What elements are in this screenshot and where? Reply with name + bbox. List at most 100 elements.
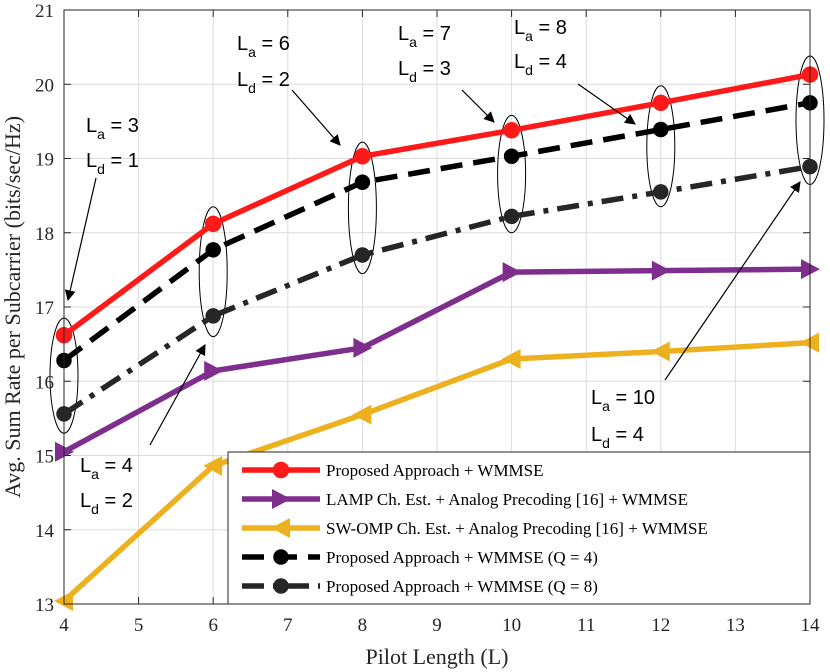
series-1-point — [204, 360, 224, 381]
x-tick-label: 9 — [432, 615, 442, 636]
annotation-5: La = 10 Ld = 4 — [591, 181, 801, 451]
y-tick-label: 13 — [35, 595, 54, 616]
series-line-0 — [62, 71, 811, 338]
y-tick-label: 17 — [35, 298, 54, 319]
annotation-label: Ld = 4 — [591, 424, 644, 451]
series-4-point — [653, 184, 669, 200]
annotation-arrow — [461, 89, 495, 123]
y-tick-label: 18 — [35, 224, 54, 245]
series-3-point — [503, 148, 520, 165]
annotation-label: La = 6 — [237, 33, 290, 60]
series-4-point — [503, 208, 520, 225]
series-2-point — [501, 348, 521, 369]
series-3-point — [205, 242, 221, 258]
annotation-symbol: L — [80, 455, 91, 477]
legend-label-3: Proposed Approach + WMMSE (Q = 4) — [326, 548, 598, 567]
annotation-label: Ld = 2 — [80, 490, 133, 517]
annotation-value: = 7 — [417, 23, 451, 45]
legend-marker-2 — [271, 518, 290, 538]
annotation-subscript: d — [409, 69, 417, 85]
legend-marker-0 — [272, 461, 290, 479]
x-tick-label: 11 — [577, 615, 595, 636]
x-tick-label: 7 — [283, 615, 293, 636]
annotations: La = 3Ld = 1La = 4Ld = 2La = 6Ld = 2La =… — [64, 17, 801, 517]
annotation-arrow — [64, 177, 97, 302]
series-2-point — [352, 404, 372, 425]
series-lines — [62, 71, 811, 604]
series-4-point — [205, 308, 221, 324]
annotation-subscript: d — [248, 80, 256, 96]
legend-label-2: SW-OMP Ch. Est. + Analog Precoding [16] … — [326, 519, 708, 538]
annotation-value: = 4 — [533, 51, 567, 73]
annotation-symbol: L — [514, 17, 525, 39]
annotation-subscript: a — [409, 34, 417, 50]
series-3-point — [354, 174, 371, 191]
annotation-subscript: d — [602, 435, 610, 451]
x-tick-label: 4 — [59, 615, 69, 636]
series-2-point — [203, 455, 223, 476]
annotation-label: La = 8 — [514, 17, 567, 44]
x-tick-label: 13 — [726, 615, 745, 636]
annotation-symbol: L — [86, 150, 97, 172]
x-tick-label: 8 — [358, 615, 368, 636]
annotation-arrow — [664, 181, 801, 381]
annotation-label: La = 3 — [86, 115, 139, 142]
annotation-subscript: a — [91, 466, 99, 482]
annotation-arrow — [291, 89, 341, 146]
group-ellipse — [497, 114, 527, 234]
annotation-value: = 8 — [533, 17, 567, 39]
annotation-value: = 10 — [610, 387, 655, 409]
annotation-label: Ld = 3 — [398, 58, 451, 85]
series-0-point — [354, 148, 371, 165]
annotation-subscript: a — [602, 398, 610, 414]
series-1-point — [353, 337, 373, 358]
x-tick-label: 10 — [502, 615, 521, 636]
y-tick-label: 21 — [35, 1, 54, 22]
annotation-subscript: d — [91, 501, 99, 517]
annotation-subscript: d — [97, 161, 105, 177]
annotation-arrow — [149, 344, 206, 446]
group-ellipse — [198, 206, 228, 338]
legend-box — [227, 451, 811, 605]
annotation-symbol: L — [591, 424, 602, 446]
group-ellipse — [347, 141, 377, 275]
series-line-3 — [62, 100, 811, 363]
legend-label-0: Proposed Approach + WMMSE — [326, 461, 544, 480]
y-tick-label: 20 — [35, 75, 54, 96]
annotation-subscript: d — [525, 62, 533, 78]
y-tick-label: 19 — [35, 150, 54, 171]
annotation-value: = 3 — [105, 115, 139, 137]
annotation-symbol: L — [398, 23, 409, 45]
legend-label-1: LAMP Ch. Est. + Analog Precoding [16] + … — [326, 490, 688, 509]
annotation-label: Ld = 1 — [86, 150, 139, 177]
series-line-4 — [62, 163, 811, 417]
series-4-point — [354, 247, 371, 263]
annotation-label: La = 7 — [398, 23, 451, 50]
series-2-point — [650, 341, 670, 362]
annotation-symbol: L — [591, 387, 602, 409]
y-tick-label: 15 — [35, 447, 54, 468]
x-axis-label: Pilot Length (L) — [366, 644, 509, 669]
annotation-0: La = 3 Ld = 1 — [64, 115, 139, 302]
annotation-symbol: L — [237, 69, 248, 91]
y-axis-label: Avg. Sum Rate per Subcarrier (bits/sec/H… — [0, 116, 25, 498]
annotation-1: La = 4Ld = 2 — [80, 344, 206, 517]
annotation-subscript: a — [97, 126, 105, 142]
annotation-subscript: a — [248, 44, 256, 60]
annotation-symbol: L — [398, 58, 409, 80]
group-ellipse — [646, 85, 676, 208]
annotation-symbol: L — [237, 33, 248, 55]
annotation-3: La = 7 Ld = 3 — [398, 23, 495, 123]
annotation-2: La = 6 Ld = 2 — [237, 33, 341, 146]
series-1-point — [651, 260, 671, 281]
annotation-arrow — [577, 83, 636, 125]
legend-label-4: Proposed Approach + WMMSE (Q = 8) — [326, 577, 598, 596]
annotation-label: La = 10 — [591, 387, 655, 414]
annotation-symbol: L — [86, 115, 97, 137]
legend: Proposed Approach + WMMSE LAMP Ch. Est. +… — [227, 451, 811, 605]
series-0-point — [204, 215, 222, 233]
annotation-label: Ld = 2 — [237, 69, 290, 96]
x-tick-label: 6 — [208, 615, 218, 636]
annotation-label: Ld = 4 — [514, 51, 567, 78]
